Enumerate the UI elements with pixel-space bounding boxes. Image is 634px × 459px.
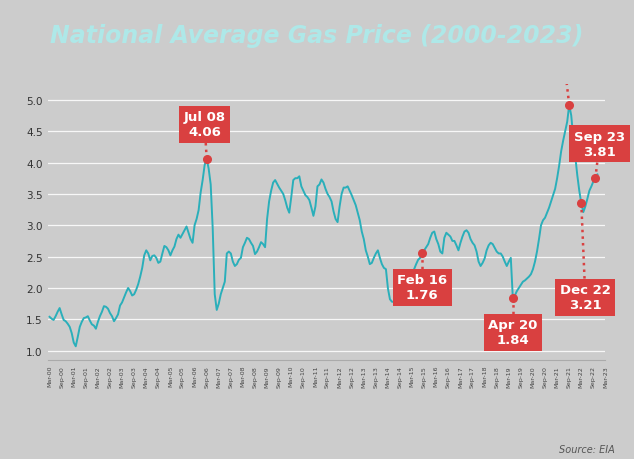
Text: Jun 22
4.92: Jun 22 4.92: [0, 458, 1, 459]
Text: Sep 23
3.81: Sep 23 3.81: [574, 130, 625, 158]
Text: Feb 16
1.76: Feb 16 1.76: [397, 274, 447, 302]
Text: Jul 08
4.06: Jul 08 4.06: [184, 111, 226, 139]
Text: Apr 20
1.84: Apr 20 1.84: [488, 319, 538, 347]
Text: Dec 22
3.21: Dec 22 3.21: [560, 284, 611, 312]
Text: National Average Gas Price (2000-2023): National Average Gas Price (2000-2023): [50, 23, 584, 48]
Text: Source: EIA: Source: EIA: [559, 444, 615, 454]
